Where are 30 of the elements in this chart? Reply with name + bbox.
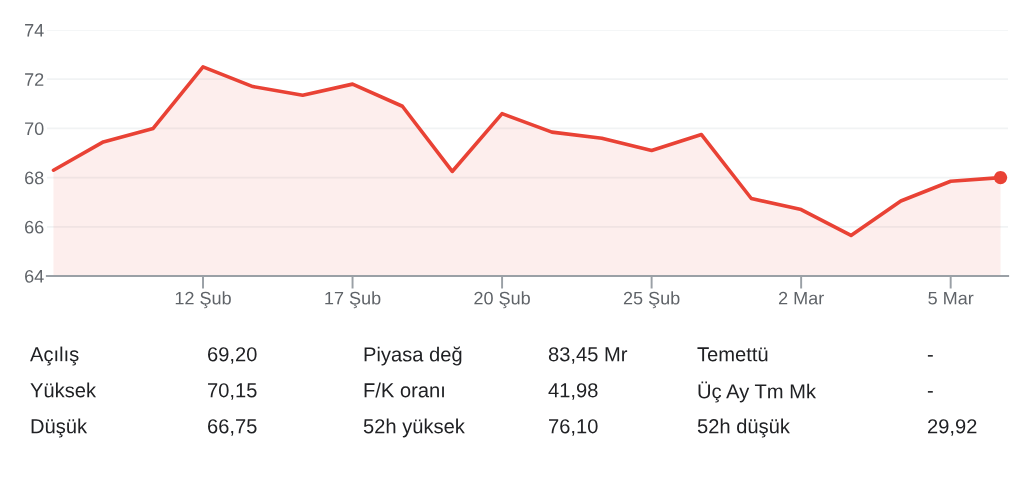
x-tick-label: 17 Şub (325, 291, 381, 309)
text: Açılış (30, 346, 79, 366)
text: F/K oranı (364, 382, 444, 398)
x-tick-label: 25 Şub (623, 291, 680, 309)
x-tick-label: 2 Mar (778, 291, 824, 305)
x-tick-label: 20 Şub (474, 291, 530, 309)
text: 83,45 Mr (548, 347, 628, 364)
text: Piyasa değ (364, 346, 462, 366)
y-tick-label: 64 (25, 269, 44, 283)
text: - (927, 355, 933, 357)
x-tick-label: 12 Şub (175, 291, 231, 309)
text: 70,15 (208, 383, 257, 400)
x-tick-label: 5 Mar (928, 291, 974, 305)
y-tick-label: 70 (25, 122, 44, 136)
text: 41,98 (548, 383, 598, 400)
text: Yüksek (30, 382, 97, 398)
text: 52h düşük (697, 418, 790, 438)
text: 29,92 (928, 419, 977, 436)
y-tick-label: 66 (25, 220, 44, 234)
text: Düşük (31, 418, 88, 438)
text: 66,75 (208, 419, 257, 436)
y-tick-label: 74 (25, 24, 44, 37)
text: 76,10 (549, 419, 598, 436)
text: - (927, 391, 933, 393)
text: 69,20 (208, 347, 257, 364)
text: Üç Ay Tm Mk (698, 381, 817, 403)
y-tick-label: 68 (25, 171, 44, 185)
text: 52h yüksek (363, 418, 465, 438)
text: Temettü (697, 347, 768, 362)
y-tick-label: 72 (25, 73, 44, 86)
